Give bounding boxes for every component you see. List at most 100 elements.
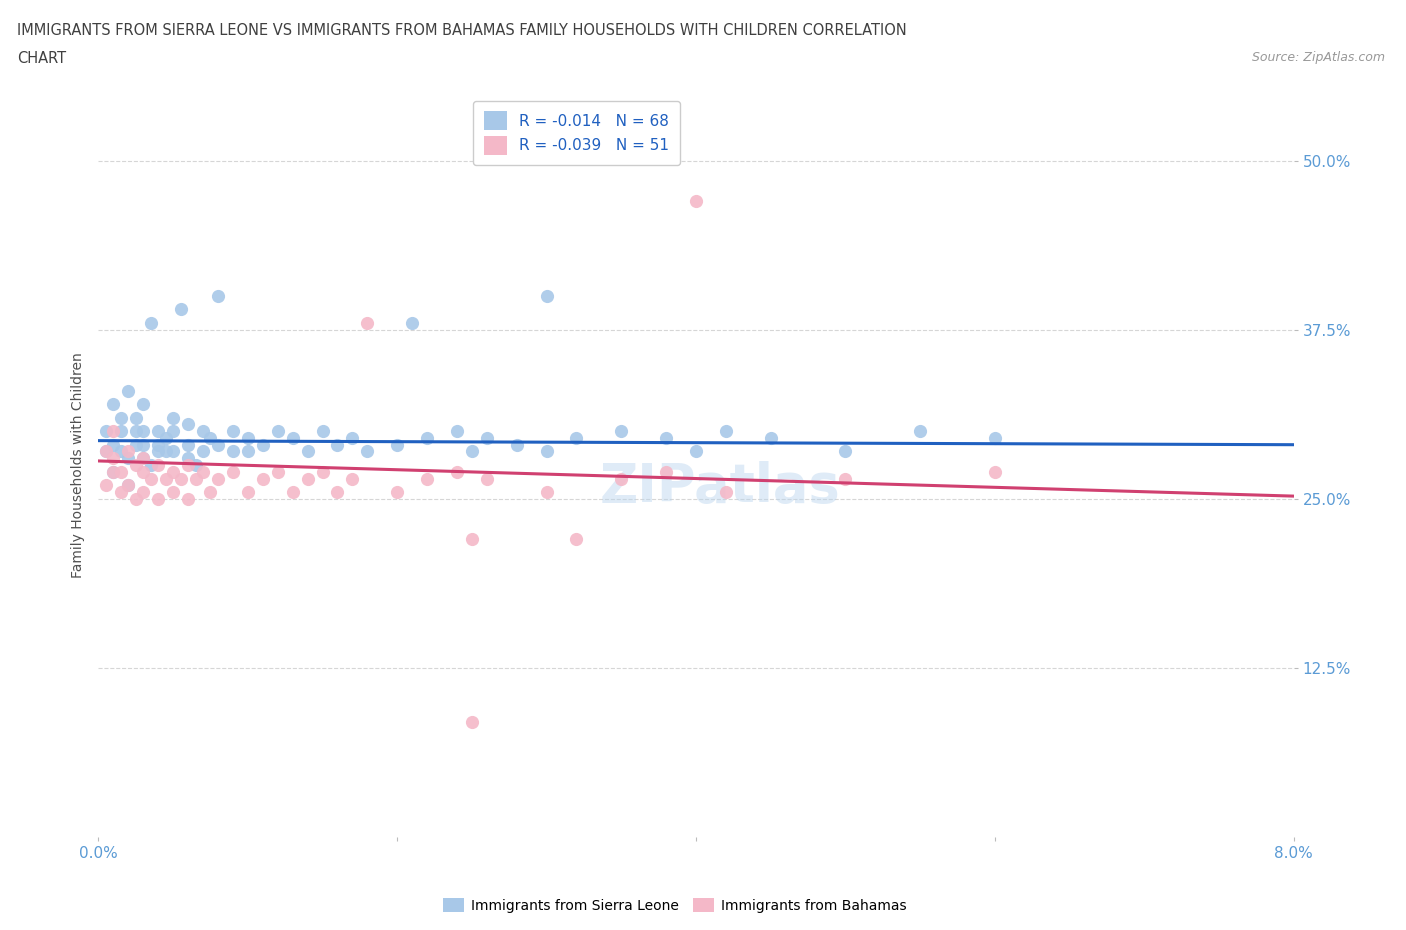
Point bbox=[236, 431, 259, 445]
Point bbox=[222, 444, 245, 458]
Text: Source: ZipAtlas.com: Source: ZipAtlas.com bbox=[1251, 51, 1385, 64]
Point bbox=[110, 444, 132, 458]
Point bbox=[655, 464, 678, 479]
Point bbox=[236, 485, 259, 499]
Point bbox=[714, 424, 737, 439]
Point bbox=[103, 464, 125, 479]
Point bbox=[506, 437, 529, 452]
Legend: Immigrants from Sierra Leone, Immigrants from Bahamas: Immigrants from Sierra Leone, Immigrants… bbox=[437, 893, 912, 919]
Point bbox=[983, 431, 1005, 445]
Point bbox=[385, 437, 409, 452]
Point bbox=[117, 478, 139, 493]
Point bbox=[177, 491, 200, 506]
Point bbox=[908, 424, 931, 439]
Point bbox=[252, 472, 274, 486]
Point bbox=[148, 437, 170, 452]
Point bbox=[110, 410, 132, 425]
Point bbox=[148, 491, 170, 506]
Point bbox=[311, 464, 333, 479]
Point bbox=[103, 437, 125, 452]
Point bbox=[714, 485, 737, 499]
Point bbox=[191, 464, 214, 479]
Point bbox=[983, 464, 1005, 479]
Point bbox=[117, 451, 139, 466]
Point bbox=[222, 464, 245, 479]
Point bbox=[125, 410, 148, 425]
Point bbox=[103, 424, 125, 439]
Point bbox=[191, 444, 214, 458]
Point bbox=[155, 472, 177, 486]
Point bbox=[139, 472, 162, 486]
Point bbox=[155, 431, 177, 445]
Point bbox=[207, 288, 229, 303]
Point bbox=[132, 464, 155, 479]
Point bbox=[207, 437, 229, 452]
Point bbox=[177, 458, 200, 472]
Text: ZIPatlas: ZIPatlas bbox=[599, 461, 841, 513]
Point bbox=[565, 532, 588, 547]
Point bbox=[132, 451, 155, 466]
Point bbox=[162, 444, 184, 458]
Point bbox=[132, 437, 155, 452]
Point bbox=[148, 424, 170, 439]
Point bbox=[326, 485, 349, 499]
Point bbox=[132, 424, 155, 439]
Point bbox=[252, 437, 274, 452]
Point bbox=[342, 472, 364, 486]
Point bbox=[200, 431, 222, 445]
Point bbox=[191, 424, 214, 439]
Point bbox=[169, 472, 191, 486]
Point bbox=[281, 431, 304, 445]
Point bbox=[297, 444, 319, 458]
Point bbox=[117, 444, 139, 458]
Point bbox=[125, 424, 148, 439]
Point bbox=[311, 424, 333, 439]
Point bbox=[475, 472, 498, 486]
Point bbox=[125, 458, 148, 472]
Point bbox=[177, 417, 200, 432]
Point bbox=[155, 444, 177, 458]
Point bbox=[610, 424, 633, 439]
Point bbox=[162, 410, 184, 425]
Point bbox=[536, 485, 558, 499]
Point bbox=[222, 424, 245, 439]
Point bbox=[94, 424, 117, 439]
Point bbox=[416, 472, 439, 486]
Point bbox=[655, 431, 678, 445]
Point bbox=[356, 315, 378, 330]
Point bbox=[326, 437, 349, 452]
Point bbox=[139, 315, 162, 330]
Point bbox=[110, 424, 132, 439]
Point bbox=[162, 464, 184, 479]
Point bbox=[162, 424, 184, 439]
Point bbox=[536, 444, 558, 458]
Point bbox=[117, 383, 139, 398]
Point bbox=[401, 315, 423, 330]
Point bbox=[461, 714, 484, 729]
Point bbox=[139, 458, 162, 472]
Point bbox=[475, 431, 498, 445]
Point bbox=[103, 397, 125, 412]
Point bbox=[461, 444, 484, 458]
Point bbox=[536, 288, 558, 303]
Point bbox=[385, 485, 409, 499]
Point bbox=[162, 485, 184, 499]
Point bbox=[200, 485, 222, 499]
Point bbox=[267, 424, 290, 439]
Point bbox=[446, 424, 468, 439]
Point bbox=[110, 485, 132, 499]
Point bbox=[148, 458, 170, 472]
Point bbox=[236, 444, 259, 458]
Text: IMMIGRANTS FROM SIERRA LEONE VS IMMIGRANTS FROM BAHAMAS FAMILY HOUSEHOLDS WITH C: IMMIGRANTS FROM SIERRA LEONE VS IMMIGRAN… bbox=[17, 23, 907, 38]
Point bbox=[759, 431, 782, 445]
Point bbox=[103, 451, 125, 466]
Point bbox=[342, 431, 364, 445]
Point bbox=[416, 431, 439, 445]
Point bbox=[446, 464, 468, 479]
Point bbox=[685, 193, 707, 208]
Point bbox=[94, 444, 117, 458]
Point bbox=[297, 472, 319, 486]
Point bbox=[110, 464, 132, 479]
Point bbox=[125, 437, 148, 452]
Point bbox=[207, 472, 229, 486]
